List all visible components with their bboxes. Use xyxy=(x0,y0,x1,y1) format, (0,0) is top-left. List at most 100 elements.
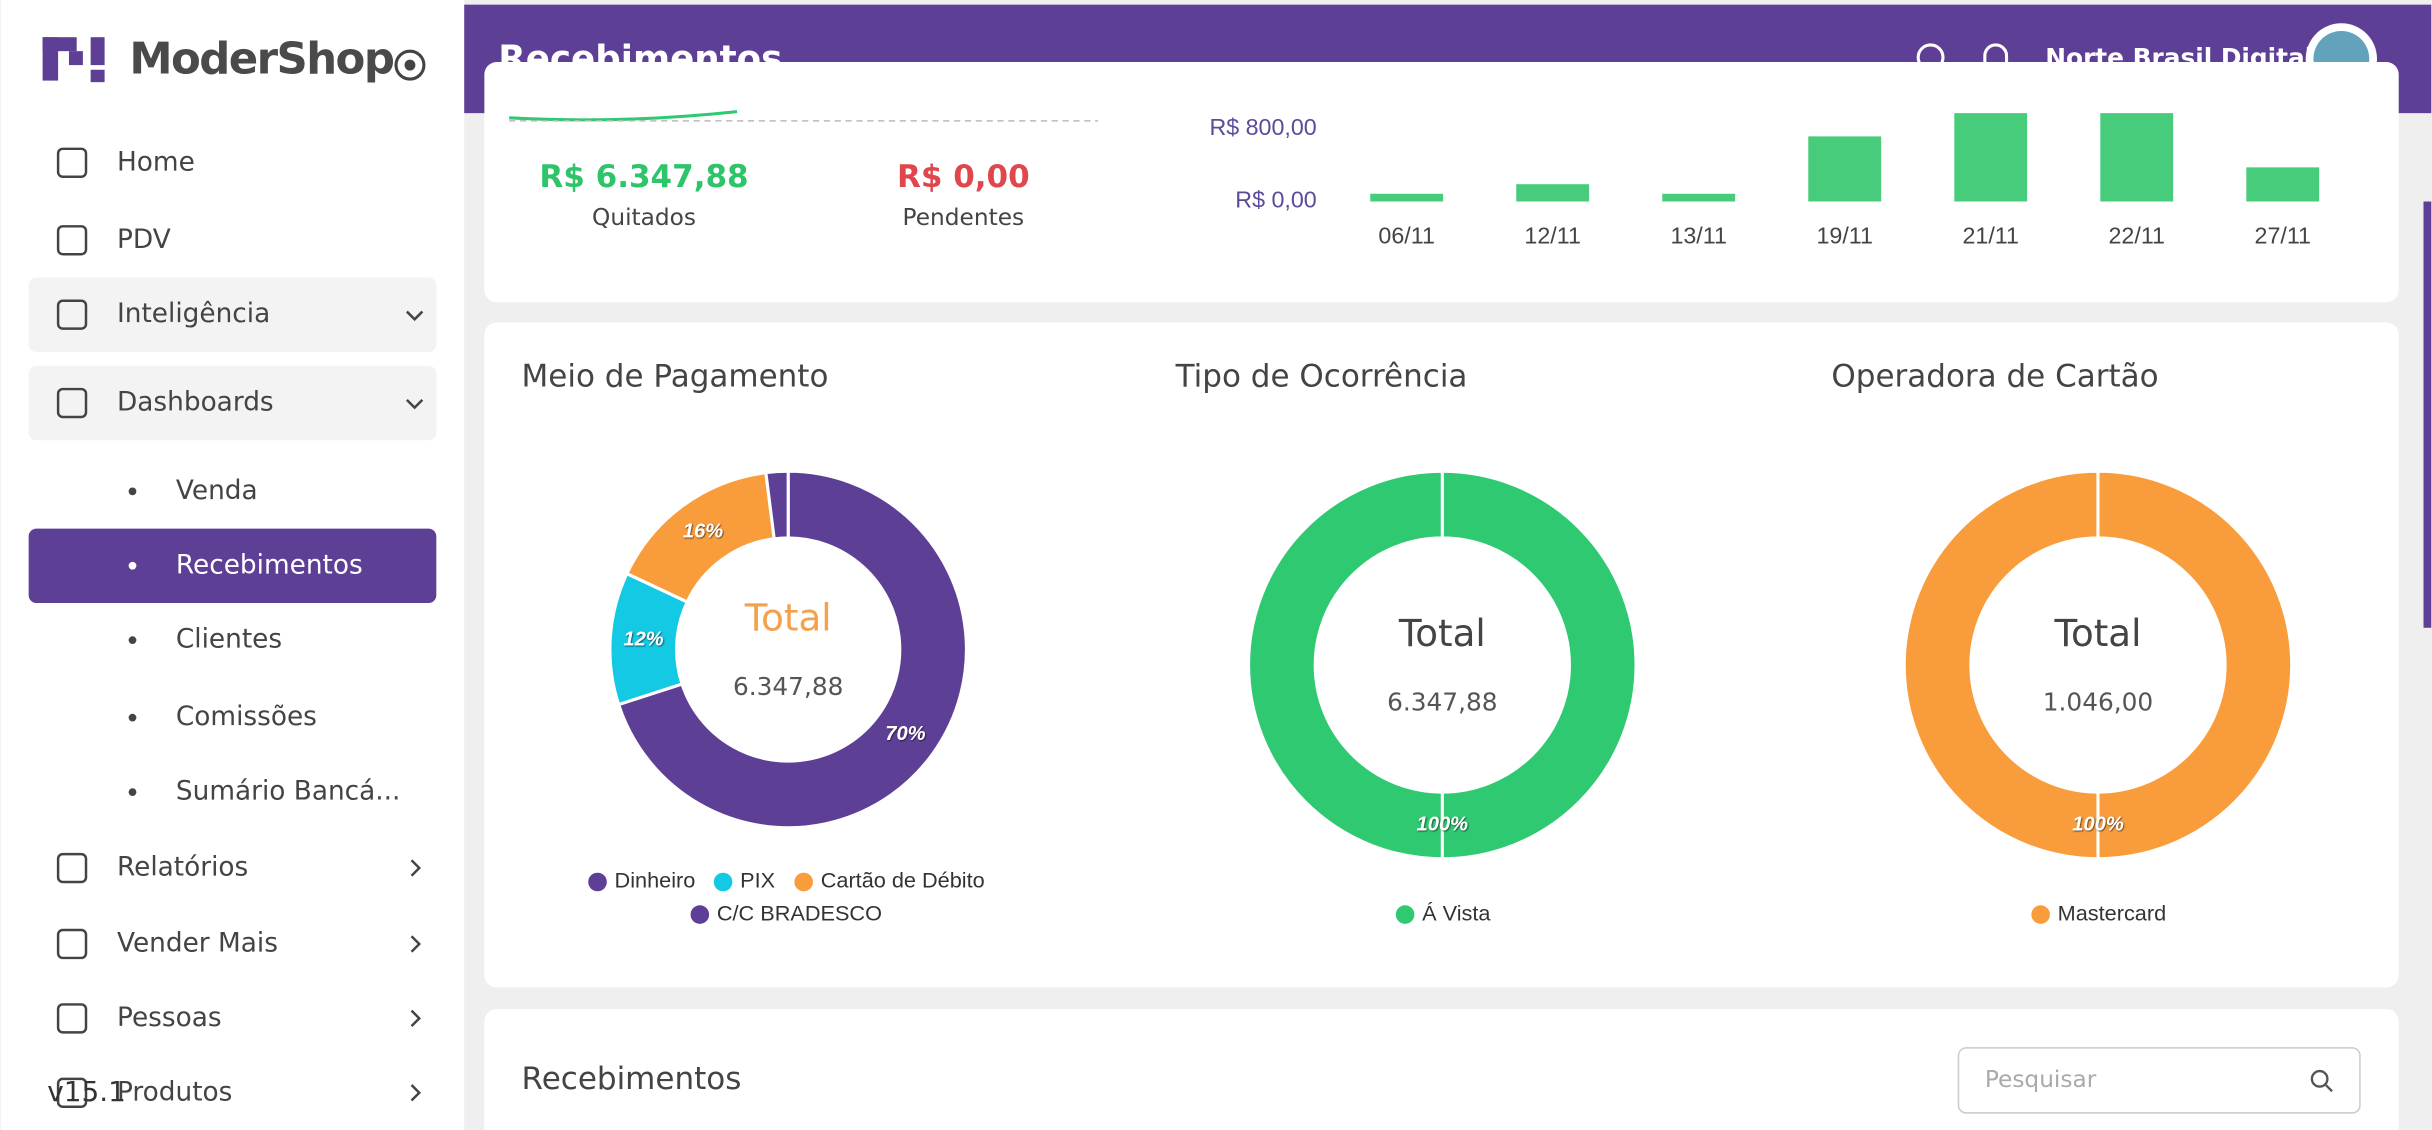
bar xyxy=(1808,136,1882,202)
menu-item[interactable]: Sumário Bancá... xyxy=(176,777,401,807)
bar xyxy=(1954,113,2028,202)
menu-item[interactable]: Dashboards xyxy=(117,388,274,418)
charts-card xyxy=(484,322,2399,988)
menu-item[interactable]: Produtos xyxy=(117,1077,232,1107)
x-tick-label: 13/11 xyxy=(1670,222,1726,248)
bar xyxy=(1370,193,1444,202)
summary-card xyxy=(484,62,2399,303)
paid-label: Quitados xyxy=(592,204,696,231)
scrollbar[interactable] xyxy=(2423,201,2432,628)
menu-highlight xyxy=(28,365,437,441)
legend-label[interactable]: Mastercard xyxy=(2058,900,2166,925)
chevron xyxy=(405,399,424,410)
legend-label[interactable]: Á Vista xyxy=(1422,900,1491,925)
donut-slice xyxy=(1902,469,2294,861)
donut-charts: Meio de Pagamento 70% Dinheiro 12% PIX 16% Car… xyxy=(522,359,2294,925)
legend-label[interactable]: C/C BRADESCO xyxy=(717,900,882,925)
chevron xyxy=(410,1084,422,1102)
donut-center-value: 1.046,00 xyxy=(2043,688,2153,717)
x-tick-label: 06/11 xyxy=(1378,222,1434,248)
chevron xyxy=(410,935,422,953)
x-tick-label: 21/11 xyxy=(1962,222,2018,248)
y-tick-label: R$ 800,00 xyxy=(1209,114,1316,140)
bar xyxy=(1662,193,1736,202)
bar-chart: R$ 0,00 R$ 800,00 06/11 12/11 13/11 19/11 21/1… xyxy=(1209,113,2320,248)
bar xyxy=(2246,167,2320,202)
menu-item[interactable]: PDV xyxy=(117,225,171,255)
slice-label: 12% xyxy=(623,629,663,651)
chevron xyxy=(405,310,424,322)
legend-label[interactable]: Cartão de Débito xyxy=(821,868,985,893)
donut-center-label: Total xyxy=(1398,611,1486,655)
legend-swatch xyxy=(690,905,710,924)
legend-swatch xyxy=(794,872,813,892)
legend-swatch xyxy=(1395,905,1415,924)
sidebar-toggle[interactable] xyxy=(394,49,426,81)
donut-center-value: 6.347,88 xyxy=(1387,688,1497,717)
slice-label: 100% xyxy=(1417,814,1469,836)
donut-center-label: Total xyxy=(744,596,832,640)
table-title: Recebimentos xyxy=(522,1061,742,1097)
menu-item[interactable]: Home xyxy=(117,147,195,177)
donut-center-label: Total xyxy=(2054,611,2142,655)
legend-swatch xyxy=(2031,905,2050,924)
menu-item[interactable]: Recebimentos xyxy=(176,550,363,580)
y-tick-label: R$ 0,00 xyxy=(1235,187,1317,213)
chart-title: Operadora de Cartão xyxy=(1831,359,2158,395)
menu-icon xyxy=(128,636,137,645)
menu-icon xyxy=(128,487,137,496)
menu-icon xyxy=(56,225,88,256)
menu-icon xyxy=(56,147,88,178)
slice-label: 70% xyxy=(885,723,925,745)
x-tick-label: 22/11 xyxy=(2109,222,2165,248)
menu-icon xyxy=(128,713,137,722)
x-tick-label: 27/11 xyxy=(2255,222,2311,248)
table-card xyxy=(484,1009,2399,1130)
menu-item[interactable]: Inteligência xyxy=(117,299,270,329)
sidebar-toggle-dot xyxy=(404,59,416,71)
menu-icon xyxy=(56,928,88,960)
search-placeholder: Pesquisar xyxy=(1985,1066,2097,1093)
menu-icon xyxy=(56,387,88,419)
pending-label: Pendentes xyxy=(903,204,1025,231)
donut-center-value: 6.347,88 xyxy=(733,672,843,701)
menu-highlight xyxy=(28,528,437,603)
menu-item[interactable]: Venda xyxy=(176,476,258,506)
menu-icon xyxy=(56,852,88,884)
slice-label: 100% xyxy=(2072,814,2124,836)
menu: Home PDV Inteligência Dashboards Venda Recebi… xyxy=(28,147,437,1108)
menu-item[interactable]: Relatórios xyxy=(117,853,248,883)
legend-swatch xyxy=(713,872,733,892)
chart-title: Meio de Pagamento xyxy=(522,359,829,395)
version: v15.1 xyxy=(47,1075,126,1108)
menu-item[interactable]: Vender Mais xyxy=(117,928,278,958)
search-input-icon xyxy=(2310,1069,2333,1093)
bar xyxy=(2100,113,2174,202)
chevron xyxy=(410,1009,422,1028)
logo-mark xyxy=(42,37,105,83)
legend-swatch xyxy=(588,872,607,892)
paid-value: R$ 6.347,88 xyxy=(539,159,748,195)
menu-icon xyxy=(128,561,137,570)
x-tick-label: 19/11 xyxy=(1816,222,1872,248)
menu-icon xyxy=(56,1003,88,1034)
donut-slice xyxy=(616,469,968,830)
menu-item[interactable]: Comissões xyxy=(176,702,317,732)
donut-slice xyxy=(764,469,790,541)
menu-icon xyxy=(56,1077,88,1108)
sparkline xyxy=(509,110,738,122)
menu-icon xyxy=(56,299,88,330)
menu-icon xyxy=(128,788,137,796)
slice-label: 16% xyxy=(683,521,723,543)
menu-item[interactable]: Pessoas xyxy=(117,1003,222,1033)
pending-value: R$ 0,00 xyxy=(897,159,1030,195)
donut-slice xyxy=(1247,469,1638,861)
x-tick-label: 12/11 xyxy=(1524,222,1580,248)
menu-item[interactable]: Clientes xyxy=(176,625,282,655)
legend-label[interactable]: PIX xyxy=(740,868,775,893)
legend-label[interactable]: Dinheiro xyxy=(615,868,696,893)
chevron xyxy=(410,859,422,877)
search-input[interactable] xyxy=(1957,1047,2361,1114)
menu-highlight xyxy=(28,277,437,352)
